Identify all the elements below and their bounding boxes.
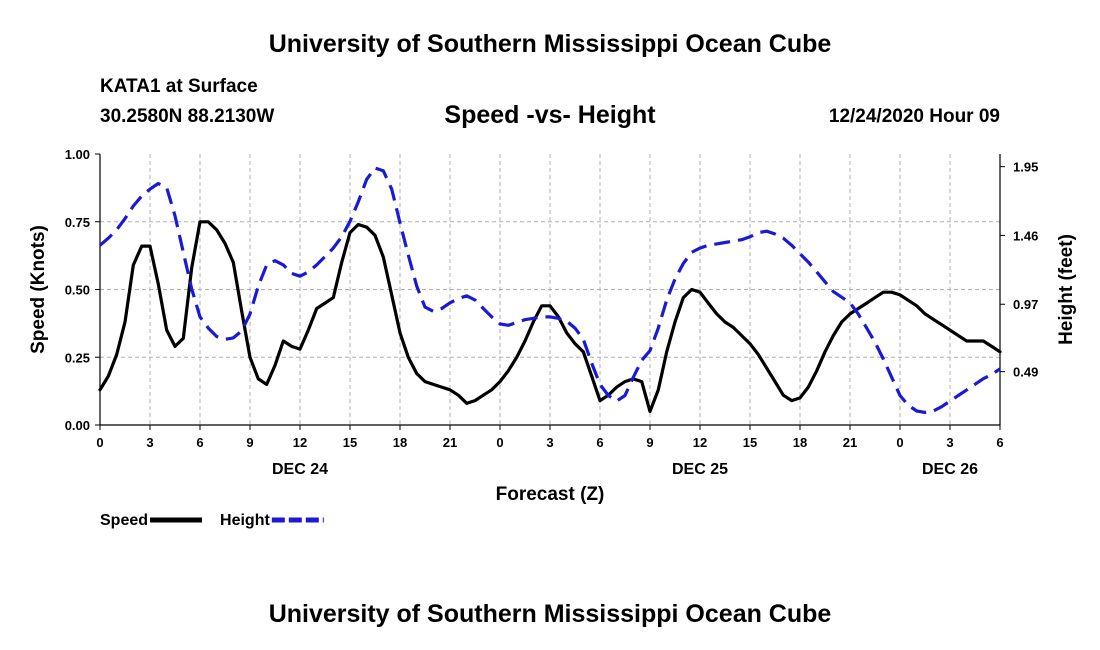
- forecast-datetime: 12/24/2020 Hour 09: [828, 106, 1000, 127]
- y-tick-label: 0.25: [65, 350, 90, 365]
- page-top-title: University of Southern Mississippi Ocean…: [268, 30, 832, 58]
- series-line-speed: [98, 220, 1002, 413]
- series-line-height: [98, 166, 1001, 414]
- x-tick-label: 6: [196, 435, 203, 450]
- legend-label-height: Height: [220, 512, 270, 529]
- page-bottom-title: University of Southern Mississippi Ocean…: [268, 600, 832, 628]
- y-axis-title: Speed (Knots): [28, 225, 49, 354]
- y2-tick-label: 0.97: [1013, 297, 1038, 312]
- y2-tick-label: 0.49: [1013, 365, 1038, 380]
- y-tick-label: 0.75: [65, 215, 90, 230]
- y-tick-label: 0.50: [65, 283, 90, 298]
- y2-axis-title: Height (feet): [1056, 234, 1077, 345]
- date-label: DEC 25: [672, 461, 728, 478]
- x-tick-label: 15: [743, 435, 757, 450]
- station-label: KATA1 at Surface: [100, 76, 258, 97]
- x-tick-label: 3: [946, 435, 953, 450]
- x-tick-label: 9: [246, 435, 253, 450]
- x-tick-label: 6: [596, 435, 603, 450]
- y2-tick-label: 1.95: [1013, 160, 1038, 175]
- x-tick-label: 15: [343, 435, 357, 450]
- x-tick-label: 9: [646, 435, 653, 450]
- x-tick-label: 21: [843, 435, 857, 450]
- x-tick-label: 12: [693, 435, 707, 450]
- chart-title: Speed -vs- Height: [444, 101, 656, 129]
- x-tick-label: 18: [793, 435, 807, 450]
- x-tick-label: 21: [443, 435, 457, 450]
- y2-tick-label: 1.46: [1013, 228, 1038, 243]
- date-label: DEC 26: [922, 461, 978, 478]
- x-tick-label: 0: [896, 435, 903, 450]
- coordinates-label: 30.2580N 88.2130W: [100, 106, 275, 127]
- x-tick-label: 6: [996, 435, 1003, 450]
- x-tick-label: 0: [96, 435, 103, 450]
- x-tick-label: 12: [293, 435, 307, 450]
- date-label: DEC 24: [272, 461, 328, 478]
- x-tick-label: 0: [496, 435, 503, 450]
- y-tick-label: 1.00: [65, 147, 90, 162]
- x-tick-label: 3: [146, 435, 153, 450]
- x-tick-label: 3: [546, 435, 553, 450]
- x-axis-title: Forecast (Z): [496, 484, 605, 505]
- y-tick-label: 0.00: [65, 418, 90, 433]
- x-tick-label: 18: [393, 435, 407, 450]
- legend-label-speed: Speed: [100, 512, 148, 529]
